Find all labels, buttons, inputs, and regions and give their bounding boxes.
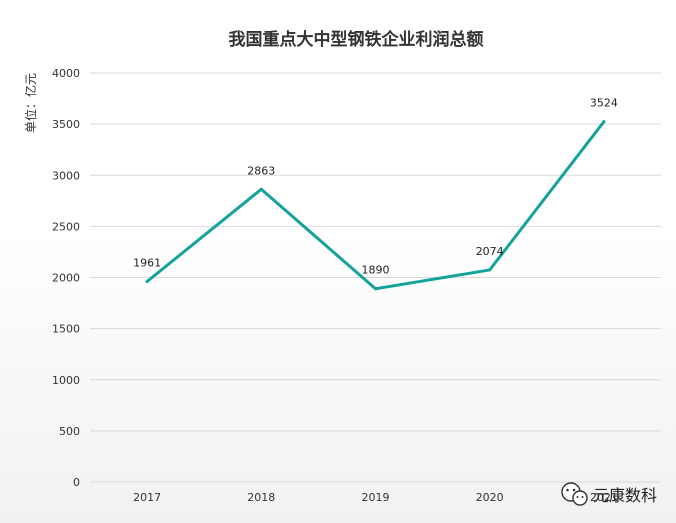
data-label: 1961 [133,256,161,269]
data-label: 3524 [590,97,618,110]
data-point [602,120,606,124]
data-label: 2863 [247,164,275,177]
y-tick-label: 500 [59,425,80,438]
data-label: 2074 [476,245,504,258]
x-tick-label: 2019 [362,491,390,504]
x-tick-label: 2020 [476,491,504,504]
data-point [259,187,263,191]
y-axis-label: 单位：亿元 [23,73,38,133]
data-point [145,279,149,283]
y-tick-label: 2500 [52,220,80,233]
x-tick-label: 2017 [133,491,161,504]
x-axis-ticks: 2017 2018 2019 2020 2021 [133,491,618,504]
chart-title: 我国重点大中型钢铁企业利润总额 [229,29,484,50]
y-tick-label: 3000 [52,169,80,182]
data-label: 1890 [362,264,390,277]
y-tick-label: 4000 [52,67,80,80]
y-axis-ticks: 0 500 1000 1500 2000 2500 3000 3500 4000 [52,67,80,489]
y-tick-label: 3500 [52,118,80,131]
y-tick-label: 0 [73,476,80,489]
watermark-text: 元康数科 [593,486,657,505]
grid [90,72,661,483]
data-point [488,268,492,272]
y-tick-label: 2000 [52,272,80,285]
watermark: 元康数科 [561,482,657,506]
data-point [374,287,377,291]
wechat-icon [561,482,588,506]
data-labels: 1961 2863 1890 2074 3524 [133,97,618,277]
x-tick-label: 2018 [247,491,275,504]
y-tick-label: 1500 [52,323,80,336]
y-tick-label: 1000 [52,374,80,387]
series [145,120,606,291]
x-tick-label: 2021 [590,491,618,504]
